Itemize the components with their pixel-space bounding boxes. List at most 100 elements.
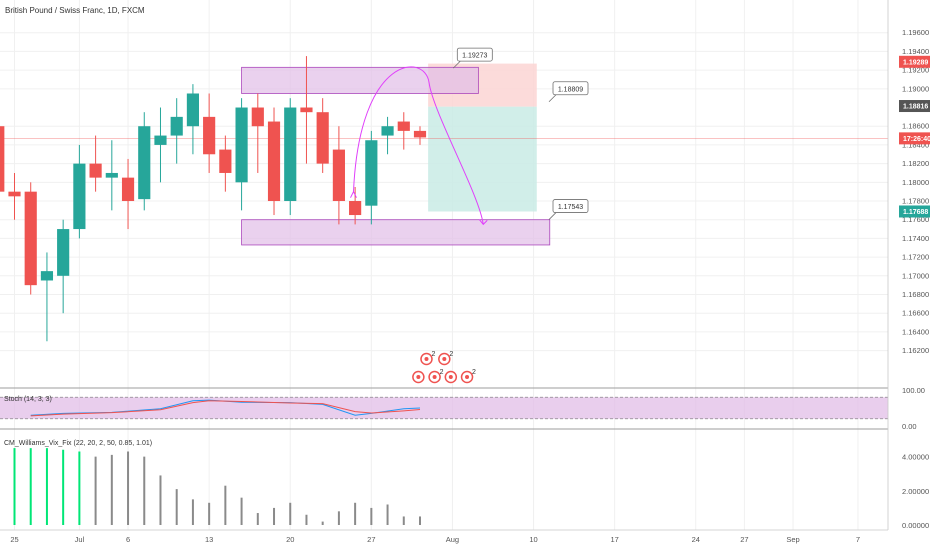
price-tick-label: 1.16800 [902, 290, 929, 299]
candle-body[interactable] [138, 126, 151, 200]
vix-tick-label: 2.00000 [902, 487, 929, 496]
candle-body[interactable] [365, 140, 378, 206]
price-tick-label: 1.18400 [902, 140, 929, 149]
vix-tick-label: 0.00000 [902, 521, 929, 530]
price-tag-text: 1.19289 [903, 59, 928, 66]
candle-body[interactable] [219, 149, 232, 173]
date-tick-label: Aug [446, 535, 459, 544]
candle-body[interactable] [316, 112, 329, 164]
event-icon-dot [442, 357, 447, 361]
date-tick-label: 17 [610, 535, 618, 544]
price-tick-label: 1.19200 [902, 66, 929, 75]
candle-body[interactable] [154, 135, 167, 145]
candle-body[interactable] [413, 130, 427, 138]
projection-arrow[interactable] [352, 66, 484, 225]
event-count: 2 [472, 369, 476, 376]
candle-body[interactable] [73, 163, 86, 230]
price-tag[interactable] [899, 100, 930, 113]
price-callout[interactable] [456, 47, 493, 62]
candle-body[interactable] [170, 116, 183, 136]
price-tick-label: 1.19000 [902, 84, 929, 93]
price-callout-text: 1.19273 [462, 53, 487, 60]
price-callout[interactable] [552, 199, 589, 213]
candle-body[interactable] [186, 93, 200, 127]
price-axis-background [888, 0, 932, 550]
event-icon-dot [416, 375, 421, 379]
candle-body[interactable] [8, 191, 21, 197]
price-tick-label: 1.18200 [902, 159, 929, 168]
candle-body[interactable] [284, 107, 297, 202]
date-tick-label: 25 [10, 535, 18, 544]
zone-layer[interactable] [241, 66, 551, 246]
arrow-tail [350, 190, 357, 198]
candle-body[interactable] [121, 177, 135, 202]
time-axis[interactable]: 25 Jul 6 13 20 27 Aug 10 17 24 27 Sep 7 [0, 529, 888, 544]
price-tick-label: 1.17200 [902, 253, 929, 262]
vix-title: CM_Williams_Vix_Fix (22, 20, 2, 50, 0.85… [4, 440, 152, 447]
stoch-title: Stoch (14, 3, 3) [4, 396, 52, 403]
candle-body[interactable] [105, 172, 118, 178]
price-tick-label: 1.18600 [902, 122, 929, 131]
price-tick-label: 1.19600 [902, 28, 929, 37]
event-icon-dot [424, 357, 429, 361]
price-callout[interactable] [552, 81, 589, 96]
event-icon-dot [465, 375, 470, 379]
supply-demand-zone[interactable] [241, 219, 551, 246]
candle-body[interactable] [235, 107, 248, 183]
price-tag[interactable] [899, 205, 930, 218]
event-icon-dot [432, 375, 437, 379]
date-tick-label: Sep [786, 535, 799, 544]
vix-panel[interactable] [0, 448, 421, 525]
candle-body[interactable] [397, 121, 410, 131]
event-count: 2 [431, 351, 435, 358]
event-count: 2 [440, 369, 444, 376]
arrow-head [478, 219, 488, 226]
supply-demand-zone[interactable] [241, 66, 479, 94]
candle-body[interactable] [203, 116, 216, 155]
stoch-band [0, 397, 888, 419]
event-count: 2 [449, 351, 453, 358]
price-tick-label: 1.16200 [902, 346, 929, 355]
events-layer[interactable]: 2 2 2 2 [412, 351, 476, 384]
date-tick-label: 6 [126, 535, 130, 544]
price-tag[interactable] [899, 132, 930, 145]
candle-body[interactable] [89, 163, 102, 178]
candle-body[interactable] [57, 229, 70, 276]
price-callout-text: 1.18809 [558, 86, 583, 93]
candle-body[interactable] [267, 121, 281, 202]
date-tick-label: 27 [367, 535, 375, 544]
date-tick-label: 13 [205, 535, 213, 544]
position-tool-layer[interactable] [428, 63, 537, 212]
stoch-tick-label: 100.00 [902, 386, 925, 395]
date-tick-label: Jul [75, 535, 85, 544]
candle-body[interactable] [381, 126, 394, 136]
price-callout-text: 1.17543 [558, 204, 583, 211]
event-icon-dot [448, 375, 453, 379]
candle-body[interactable] [0, 126, 5, 192]
stoch-line[interactable] [30, 400, 421, 417]
price-tick-label: 1.17800 [902, 197, 929, 206]
price-tick-label: 1.16400 [902, 327, 929, 336]
candle-body[interactable] [40, 271, 54, 281]
candle-body[interactable] [24, 191, 37, 286]
price-tick-label: 1.19400 [902, 47, 929, 56]
candle-body[interactable] [300, 107, 313, 113]
price-axis[interactable]: 1.19600 1.19400 1.19200 1.19000 1.18600 1.184… [887, 0, 932, 550]
chart-title: British Pound / Swiss Franc, 1D, FXCM [5, 6, 145, 15]
candle-body[interactable] [251, 107, 264, 127]
take-profit-zone[interactable] [428, 106, 537, 212]
price-tag[interactable] [899, 55, 930, 68]
date-tick-label: 27 [740, 535, 748, 544]
stoch-tick-label: 0.00 [902, 422, 917, 431]
candles-layer[interactable] [0, 56, 427, 342]
candle-body[interactable] [332, 149, 345, 202]
price-tag-text: 17:26:40 [903, 136, 931, 143]
price-tick-label: 1.17000 [902, 271, 929, 280]
stoch-panel[interactable] [0, 396, 888, 420]
price-callout-pointer [453, 60, 461, 69]
price-tick-label: 1.17400 [902, 234, 929, 243]
callouts-layer[interactable]: 1.19273 1.18809 1.17543 [350, 47, 589, 226]
candle-body[interactable] [349, 201, 362, 216]
